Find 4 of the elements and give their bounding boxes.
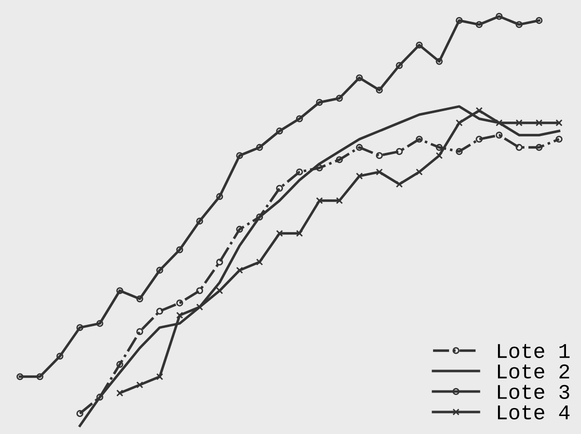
legend-label: Lote 4 — [498, 405, 570, 420]
legend-label: Lote 1 — [498, 344, 570, 358]
legend-label: Lote 3 — [498, 384, 570, 400]
legend-label: Lote 2 — [498, 364, 570, 379]
